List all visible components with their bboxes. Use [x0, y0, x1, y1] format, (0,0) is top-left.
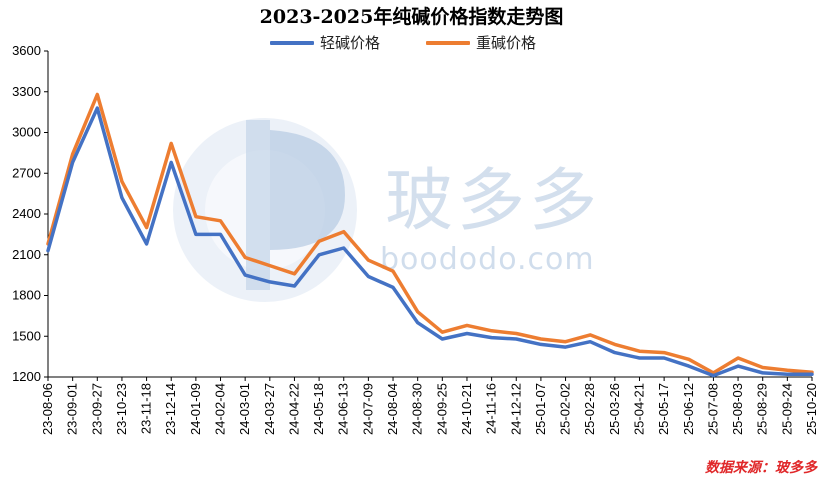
axes-layer: 1200 1500 1800 2100 2400 2700 3000 3300 3600 23-0…: [12, 43, 819, 435]
watermark-logo: [173, 118, 357, 302]
legend-swatch-light: [270, 40, 314, 45]
x-tick-label: 24-03-27: [262, 383, 277, 435]
x-tick-label: 24-04-22: [286, 383, 301, 435]
x-tick-label: 25-06-12: [681, 383, 696, 435]
y-tick-label: 1200: [12, 369, 41, 384]
y-tick-label: 2400: [12, 206, 41, 221]
x-tick-label: 24-02-04: [213, 383, 228, 435]
x-tick-label: 23-09-01: [65, 383, 80, 435]
x-tick-label: 25-10-20: [804, 383, 819, 435]
x-tick-label: 25-08-29: [755, 383, 770, 435]
legend-label-heavy: 重碱价格: [476, 34, 537, 52]
x-tick-label: 24-01-09: [188, 383, 203, 435]
x-tick-label: 24-05-18: [311, 383, 326, 435]
x-tick-label: 23-12-14: [163, 383, 178, 435]
x-tick-label: 25-09-24: [779, 383, 794, 435]
x-tick-label: 25-02-02: [558, 383, 573, 435]
y-tick-label: 3000: [12, 125, 41, 140]
x-tick-label: 23-11-18: [139, 383, 154, 434]
legend-item-light: 轻碱价格: [270, 32, 380, 53]
series-line-1: [46, 92, 814, 375]
x-tick-label: 24-12-12: [508, 383, 523, 435]
watermark-text: 玻多多: [385, 162, 602, 241]
x-tick-label: 24-10-21: [459, 383, 474, 435]
y-tick-label: 3600: [12, 43, 41, 58]
x-tick-label: 24-06-13: [336, 383, 351, 435]
legend-label-light: 轻碱价格: [320, 34, 381, 52]
y-tick-label: 1800: [12, 288, 41, 303]
x-tick-label: 25-08-03: [730, 383, 745, 435]
x-tick-label: 25-07-08: [705, 383, 720, 435]
x-tick-label: 24-08-30: [410, 383, 425, 435]
y-tick-label: 2700: [12, 165, 41, 180]
x-tick-label: 25-04-21: [631, 383, 646, 435]
x-tick-label: 24-09-25: [434, 383, 449, 435]
y-tick-label: 2100: [12, 247, 41, 262]
x-tick-label: 24-08-04: [385, 383, 400, 435]
x-tick-label: 24-03-01: [237, 383, 252, 435]
series-layer: [46, 92, 814, 378]
series-line-0: [46, 106, 814, 378]
x-tick-label: 24-11-16: [484, 383, 499, 434]
legend-item-heavy: 重碱价格: [426, 32, 536, 53]
chart-legend: 轻碱价格 重碱价格: [270, 32, 536, 53]
x-tick-label: 25-01-07: [533, 383, 548, 435]
x-tick-label: 25-02-28: [582, 383, 597, 435]
data-source-note: 数据来源：玻多多: [705, 460, 817, 476]
legend-swatch-heavy: [426, 40, 471, 45]
x-tick-label: 24-07-09: [360, 383, 375, 435]
chart-title: 2023-2025年纯碱价格指数走势图: [259, 6, 564, 28]
x-tick-label: 25-03-26: [607, 383, 622, 435]
x-tick-label: 23-10-23: [114, 383, 129, 435]
watermark-url: boododo.com: [380, 242, 595, 277]
x-tick-label: 23-09-27: [89, 383, 104, 435]
x-tick-label: 23-08-06: [40, 383, 55, 435]
y-tick-label: 1500: [12, 328, 41, 343]
x-tick-label: 25-05-17: [656, 383, 671, 435]
y-tick-label: 3300: [12, 84, 41, 99]
